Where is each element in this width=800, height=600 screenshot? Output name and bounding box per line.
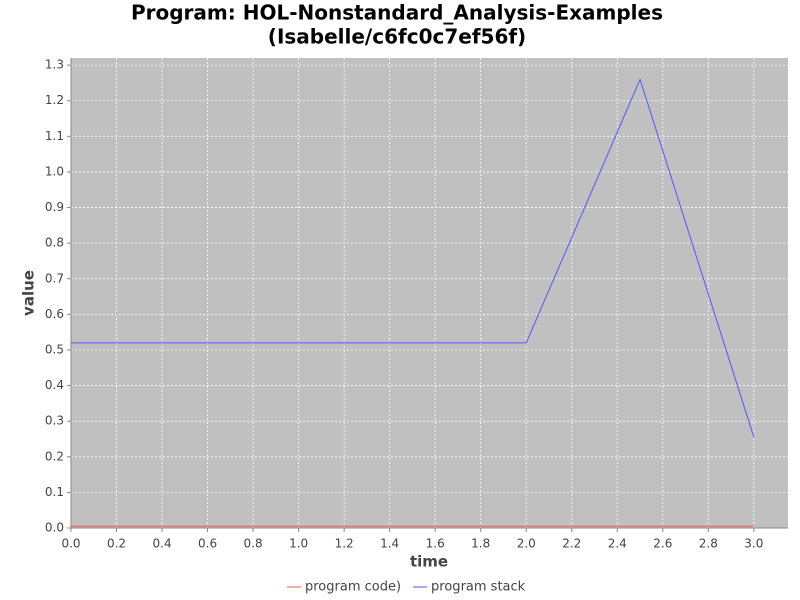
y-tick-label: 0.9	[45, 200, 64, 214]
x-tick-label: 1.4	[380, 537, 399, 551]
x-tick-label: 1.8	[471, 537, 490, 551]
chart-title: Program: HOL-Nonstandard_Analysis-Exampl…	[131, 1, 663, 25]
y-tick-label: 0.2	[45, 449, 64, 463]
y-tick-label: 1.1	[45, 129, 64, 143]
x-tick-label: 0.6	[198, 537, 217, 551]
x-tick-label: 2.6	[653, 537, 672, 551]
x-tick-label: 0.0	[61, 537, 80, 551]
x-tick-label: 1.0	[289, 537, 308, 551]
x-tick-label: 2.8	[699, 537, 718, 551]
x-tick-label: 3.0	[744, 537, 763, 551]
y-tick-label: 0.0	[45, 521, 64, 535]
x-tick-label: 1.2	[335, 537, 354, 551]
series-line	[71, 77, 755, 438]
chart-title: (Isabelle/c6fc0c7ef56f)	[268, 25, 526, 49]
x-tick-label: 0.8	[244, 537, 263, 551]
y-tick-label: 0.5	[45, 342, 64, 356]
y-tick-label: 0.1	[45, 485, 64, 499]
y-tick-label: 0.3	[45, 414, 64, 428]
x-tick-label: 0.2	[107, 537, 126, 551]
y-tick-label: 1.3	[45, 58, 64, 72]
y-tick-label: 0.7	[45, 271, 64, 285]
legend-label: program code)	[305, 580, 401, 595]
x-tick-label: 2.2	[562, 537, 581, 551]
plot-area	[71, 58, 788, 528]
y-tick-label: 0.6	[45, 307, 64, 321]
y-tick-label: 1.0	[45, 164, 64, 178]
y-axis-label: value	[20, 270, 38, 316]
x-tick-label: 2.4	[608, 537, 627, 551]
x-tick-label: 1.6	[426, 537, 445, 551]
y-tick-label: 1.2	[45, 93, 64, 107]
x-tick-label: 2.0	[517, 537, 536, 551]
y-tick-label: 0.8	[45, 236, 64, 250]
legend-label: program stack	[431, 580, 526, 595]
y-tick-label: 0.4	[45, 378, 64, 392]
x-tick-label: 0.4	[153, 537, 172, 551]
x-axis-label: time	[410, 553, 448, 571]
